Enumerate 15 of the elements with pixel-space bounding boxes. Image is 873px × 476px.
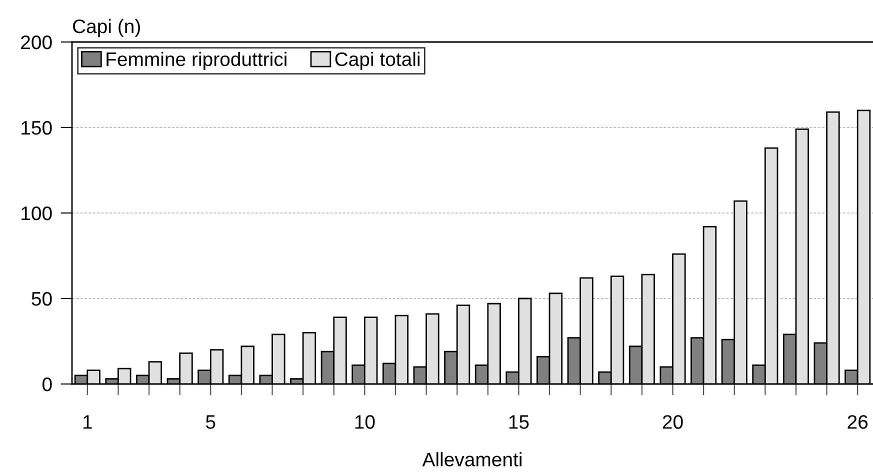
x-tick-label: 20 (662, 415, 683, 429)
y-tick-label: 150 (22, 120, 52, 135)
y-tick-label: 50 (32, 292, 52, 306)
y-tick-label: 0 (42, 377, 52, 392)
y-tick-label: 100 (22, 206, 52, 220)
x-tick-label: 5 (206, 415, 216, 429)
y-tick-label: 200 (21, 35, 52, 50)
x-tick-label: 26 (848, 415, 868, 429)
legend-label: Femmine riproduttrici (106, 52, 286, 70)
y-axis-title: Capi (n) (72, 18, 140, 38)
x-tick-label: 10 (355, 415, 375, 429)
x-axis-title: Allevamenti (422, 452, 522, 466)
legend-label: Capi totali (335, 52, 420, 70)
x-tick-label: 15 (509, 415, 529, 429)
x-tick-label: 1 (83, 415, 92, 429)
